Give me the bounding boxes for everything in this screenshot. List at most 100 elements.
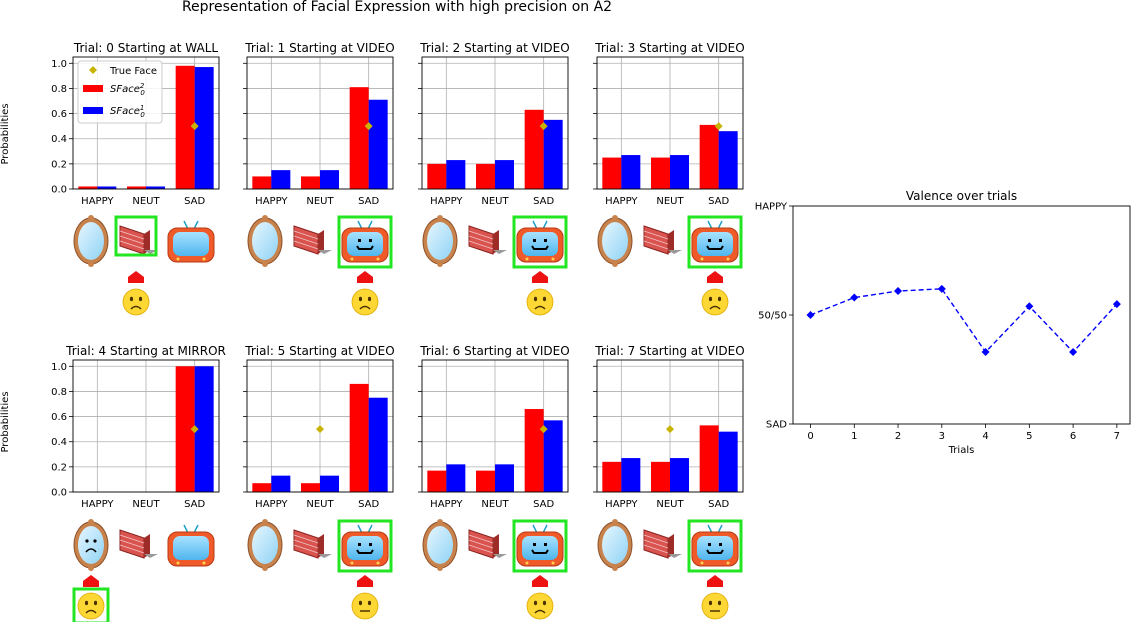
face-disc xyxy=(526,592,554,620)
wall-shadow xyxy=(144,554,158,558)
mirror-eye xyxy=(85,539,89,543)
tv-face-eye xyxy=(708,543,711,546)
bar-panel-2: HAPPY NEUT SAD Trial: 2 Starting at VIDEO xyxy=(418,41,570,207)
wall-mortar xyxy=(468,240,494,250)
bar-happy-series-0 xyxy=(427,163,447,189)
face-disc xyxy=(701,592,729,620)
face-eye xyxy=(708,296,713,302)
panel-title: Trial: 3 Starting at VIDEO xyxy=(594,41,744,55)
neutral-face-icon xyxy=(701,592,729,620)
bar-neut-series-0 xyxy=(651,157,670,189)
tv-icon xyxy=(341,524,389,567)
wall-side xyxy=(144,230,150,254)
valence-x-label: Trials xyxy=(948,445,975,456)
wall-mortar xyxy=(119,534,145,544)
bar-neut-series-1 xyxy=(320,475,339,492)
face-eye xyxy=(533,600,538,606)
face-frown xyxy=(709,305,721,310)
tv-icon xyxy=(167,220,215,263)
mirror-bottom-ornament xyxy=(612,261,618,267)
valence-title: Valence over trials xyxy=(906,189,1017,203)
x-tick-label: NEUT xyxy=(132,196,160,207)
bar-sad-series-0 xyxy=(699,425,719,492)
valence-chart: Valence over trials HAPPY 50/50 SAD 0 1 2 3 4 5 6 7… xyxy=(755,189,1131,456)
mirror-icon xyxy=(597,215,633,267)
bar-happy-series-1 xyxy=(271,475,291,492)
sad-face-icon xyxy=(122,288,150,316)
x-tick-label: NEUT xyxy=(306,499,334,510)
sad-face-icon xyxy=(72,587,110,622)
x-tick-label: SAD xyxy=(358,499,379,510)
valence-x-tick-label: 1 xyxy=(851,431,857,442)
tv-face-eye xyxy=(533,239,536,242)
y-tick-label: 1.0 xyxy=(51,362,67,373)
selection-highlight-box xyxy=(337,215,393,269)
face-eye xyxy=(542,600,547,606)
bar-neut-series-1 xyxy=(670,155,689,189)
x-tick-label: HAPPY xyxy=(430,196,463,207)
sad-face-icon xyxy=(526,592,554,620)
red-arrow-indicator xyxy=(357,271,373,283)
wall-mortar xyxy=(643,534,669,544)
face-eye xyxy=(708,600,713,606)
bar-neut-series-1 xyxy=(320,170,339,189)
mirror-glass xyxy=(602,222,628,260)
tv-face-eye xyxy=(708,239,711,242)
sad-face-icon xyxy=(526,288,554,316)
bar-sad-series-0 xyxy=(524,409,544,492)
valence-point xyxy=(1069,348,1078,357)
brick-wall-icon xyxy=(643,225,682,255)
valence-x-tick-label: 7 xyxy=(1114,431,1120,442)
mirror-icon xyxy=(422,215,458,267)
scene-3 xyxy=(597,215,743,316)
mirror-bottom-ornament xyxy=(262,261,268,267)
axes-frame xyxy=(596,56,744,190)
bar-happy-series-1 xyxy=(271,170,291,189)
bar-neut-series-1 xyxy=(670,458,689,492)
mirror-glass xyxy=(78,526,104,564)
bar-happy-series-0 xyxy=(602,157,622,189)
bar-sad-series-0 xyxy=(699,124,719,189)
panel-title: Trial: 4 Starting at MIRROR xyxy=(65,344,226,358)
mirror-top-ornament xyxy=(88,519,94,525)
x-tick-label: HAPPY xyxy=(605,499,638,510)
selection-highlight-box xyxy=(512,519,568,573)
face-disc xyxy=(77,592,105,620)
wall-mortar xyxy=(293,544,319,554)
valence-point xyxy=(806,311,815,319)
legend-blue-sup: 1 xyxy=(140,104,144,112)
wall-mortar xyxy=(119,544,145,554)
red-arrow-indicator xyxy=(707,271,723,283)
scene-0 xyxy=(73,215,215,316)
bar-panel-4: HAPPY NEUT SAD 0.0 0.2 0.4 0.6 0.8 1.0 Trial: 4 S… xyxy=(51,344,226,510)
wall-mortar xyxy=(293,230,319,240)
mirror-bottom-ornament xyxy=(612,565,618,571)
sad-face-icon xyxy=(701,288,729,316)
x-tick-label: SAD xyxy=(184,499,205,510)
mirror-icon xyxy=(597,519,633,571)
mirror-glass xyxy=(252,222,278,260)
wall-side xyxy=(493,534,499,558)
mirror-bottom-ornament xyxy=(262,565,268,571)
wall-side xyxy=(318,230,324,254)
wall-shadow xyxy=(668,250,682,254)
mirror-top-ornament xyxy=(612,215,618,221)
y-tick-label: 0.2 xyxy=(51,462,67,473)
mirror-icon xyxy=(73,519,109,571)
tv-screen xyxy=(697,536,733,560)
tv-screen xyxy=(173,232,209,256)
axes-frame xyxy=(246,56,394,190)
tv-icon xyxy=(691,220,739,263)
axes-frame xyxy=(72,56,220,190)
scene-4 xyxy=(72,519,215,622)
tv-screen xyxy=(522,232,558,256)
valence-x-tick-label: 3 xyxy=(939,431,945,442)
bar-panel-6: HAPPY NEUT SAD Trial: 6 Starting at VIDEO xyxy=(418,344,570,510)
bar-panel-5: HAPPY NEUT SAD Trial: 5 Starting at VIDEO xyxy=(243,344,395,510)
x-tick-label: HAPPY xyxy=(81,499,114,510)
legend-true-face-marker xyxy=(89,66,97,74)
mirror-glass xyxy=(427,526,453,564)
wall-mortar xyxy=(468,544,494,554)
tv-face-eye xyxy=(358,543,361,546)
tv-knob xyxy=(726,561,730,565)
